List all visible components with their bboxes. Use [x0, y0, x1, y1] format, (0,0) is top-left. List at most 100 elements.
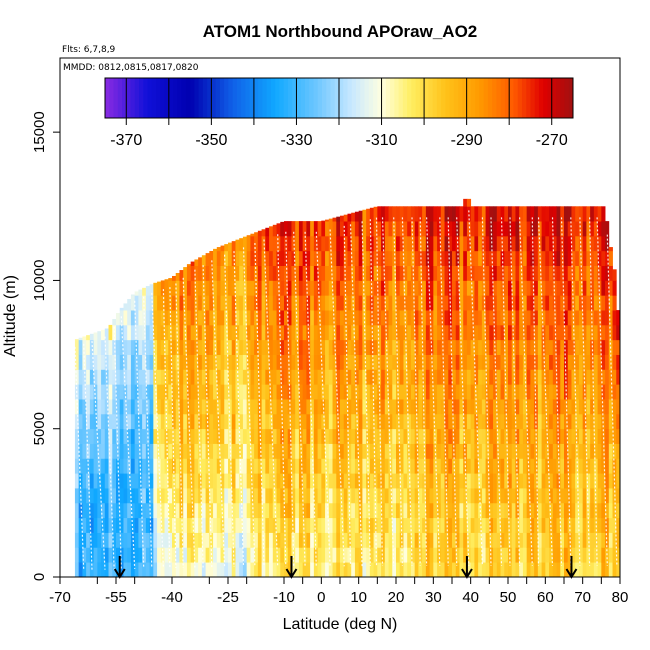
heatmap-cell: [336, 488, 341, 504]
heatmap-cell: [269, 399, 274, 415]
heatmap-cell: [399, 221, 404, 237]
heatmap-cell: [284, 280, 289, 296]
heatmap-cell: [422, 354, 427, 370]
heatmap-cell: [567, 428, 572, 444]
flight-trace: [169, 287, 177, 569]
heatmap-cell: [280, 443, 285, 459]
heatmap-cell: [213, 562, 218, 578]
heatmap-cell: [108, 532, 113, 548]
heatmap-cell: [489, 532, 494, 548]
heatmap-cell: [463, 428, 468, 444]
heatmap-cell: [235, 384, 240, 400]
flight-trace: [211, 260, 226, 568]
heatmap-cell: [310, 250, 315, 266]
heatmap-cell: [474, 369, 479, 385]
heatmap-cell: [478, 310, 483, 326]
heatmap-cell: [362, 443, 367, 459]
colorbar-segment: [432, 78, 438, 118]
heatmap-cell: [179, 354, 184, 370]
heatmap-cell: [541, 384, 546, 400]
heatmap-cell: [369, 428, 374, 444]
heatmap-cell: [489, 250, 494, 266]
heatmap-cell: [522, 339, 528, 355]
heatmap-cell: [392, 532, 397, 548]
heatmap-cell: [511, 532, 516, 548]
heatmap-cell: [108, 413, 113, 430]
heatmap-cell: [504, 221, 509, 237]
heatmap-cell: [209, 339, 214, 355]
heatmap-cell: [575, 324, 580, 341]
heatmap-cell: [399, 280, 404, 296]
heatmap-cell: [347, 339, 352, 355]
heatmap-cell: [384, 265, 389, 281]
heatmap-cell: [567, 413, 572, 430]
heatmap-cell: [261, 399, 266, 415]
heatmap-cell: [616, 384, 621, 400]
heatmap-cell: [242, 428, 248, 444]
heatmap-cell: [183, 547, 188, 563]
heatmap-cell: [534, 502, 539, 519]
heatmap-cell: [504, 443, 509, 459]
colorbar-segment: [300, 78, 306, 118]
heatmap-cell: [414, 562, 419, 578]
heatmap-cell: [175, 273, 180, 281]
heatmap-cell: [526, 502, 531, 519]
heatmap-cell: [444, 532, 449, 548]
heatmap-cell: [224, 488, 229, 504]
heatmap-cell: [295, 547, 300, 563]
heatmap-cell: [265, 458, 270, 474]
heatmap-cell: [172, 295, 177, 311]
heatmap-cell: [269, 280, 274, 296]
heatmap-cell: [198, 399, 203, 415]
heatmap-cell: [235, 339, 240, 355]
heatmap-cell: [373, 399, 378, 415]
heatmap-cell: [519, 354, 524, 370]
heatmap-cell: [534, 384, 539, 400]
heatmap-cell: [168, 354, 173, 370]
heatmap-cell: [560, 384, 565, 400]
heatmap-cell: [239, 547, 244, 563]
colorbar-segment: [287, 78, 293, 118]
heatmap-cell: [452, 235, 457, 252]
heatmap-cell: [328, 339, 333, 355]
heatmap-cell: [384, 324, 389, 341]
heatmap-cell: [317, 235, 322, 252]
heatmap-cell: [321, 250, 326, 266]
heatmap-cell: [231, 339, 236, 355]
heatmap-cell: [608, 562, 613, 578]
heatmap-cell: [228, 473, 233, 489]
heatmap-cell: [511, 221, 516, 237]
heatmap-cell: [287, 221, 292, 237]
heatmap-cell: [284, 324, 289, 341]
heatmap-cell: [601, 562, 606, 578]
heatmap-cell: [291, 384, 296, 400]
heatmap-cell: [298, 413, 304, 430]
heatmap-cell: [366, 384, 371, 400]
heatmap-cell: [414, 547, 419, 563]
heatmap-cell: [608, 473, 613, 489]
heatmap-cell: [541, 206, 546, 222]
heatmap-cell: [425, 206, 430, 222]
heatmap-cell: [541, 443, 546, 459]
heatmap-cell: [179, 339, 184, 355]
heatmap-cell: [186, 324, 192, 341]
colorbar-segment: [390, 78, 395, 118]
colorbar-segment: [181, 78, 187, 118]
heatmap-cell: [605, 280, 610, 296]
heatmap-cell: [463, 324, 468, 341]
heatmap-cell: [429, 562, 434, 578]
heatmap-cell: [474, 428, 479, 444]
heatmap-cell: [578, 280, 584, 296]
heatmap-cell: [608, 265, 613, 281]
heatmap-cell: [396, 280, 401, 296]
colorbar-segment: [521, 78, 527, 118]
heatmap-cell: [157, 384, 162, 400]
heatmap-cell: [198, 310, 203, 326]
heatmap-cell: [384, 310, 389, 326]
y-tick-label: 5000: [31, 412, 48, 445]
heatmap-cell: [310, 488, 315, 504]
heatmap-cell: [422, 265, 427, 281]
heatmap-cell: [575, 235, 580, 252]
heatmap-cell: [82, 399, 87, 415]
heatmap-cell: [284, 221, 289, 237]
